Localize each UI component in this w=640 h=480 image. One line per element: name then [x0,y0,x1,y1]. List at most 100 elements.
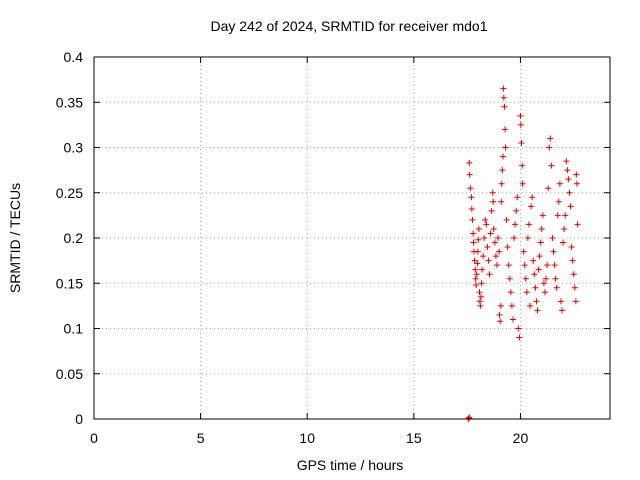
data-point [519,180,526,187]
data-point [560,239,567,246]
data-point [537,239,544,246]
data-point [519,162,526,169]
data-point [573,171,580,178]
data-point [491,239,498,246]
data-point [478,280,485,287]
data-point [546,144,553,151]
data-point [574,221,581,228]
data-point [532,284,539,291]
data-point [486,271,493,278]
data-point [520,248,527,255]
data-point [476,289,483,296]
data-point [572,298,579,305]
data-point [565,176,572,183]
data-point [512,221,519,228]
y-tick-label: 0.05 [56,366,83,382]
grid-lines [94,57,610,419]
data-point [502,144,509,151]
data-point [535,266,542,273]
data-point [573,180,580,187]
y-tick-label: 0.4 [64,49,84,65]
data-point [499,167,506,174]
data-point [554,212,561,219]
data-point [550,248,557,255]
data-point [531,271,538,278]
data-point [569,257,576,264]
data-point [503,216,510,223]
data-point [562,212,569,219]
data-point [559,307,566,314]
data-point [502,126,509,133]
y-axis-label: SRMTID / TECUs [7,183,23,293]
data-point [523,289,530,296]
data-point [496,248,503,255]
data-point [469,216,476,223]
data-point [530,257,537,264]
data-point [552,275,559,282]
y-tick-label: 0.15 [56,275,83,291]
data-point [538,225,545,232]
data-point [518,139,525,146]
y-tick-label: 0 [75,411,83,427]
data-point [500,85,507,92]
data-point [473,271,480,278]
data-point [484,244,491,251]
chart-title: Day 242 of 2024, SRMTID for receiver mdo… [210,18,487,34]
data-point [479,266,486,273]
data-point [472,266,479,273]
data-point [493,262,500,269]
data-point [540,280,547,287]
data-point [467,185,474,192]
x-tick-label: 15 [406,430,422,446]
data-point [489,189,496,196]
data-point [470,230,477,237]
x-axis-ticks: 0 5 10 15 20 [90,57,528,446]
y-tick-label: 0.35 [56,94,83,110]
data-point [544,262,551,269]
y-tick-label: 0.3 [64,140,84,156]
data-point [488,207,495,214]
data-point [539,212,546,219]
data-point [514,194,521,201]
data-point [498,180,505,187]
data-point [517,121,524,128]
data-point [472,275,479,282]
data-point [534,307,541,314]
x-axis-label: GPS time / hours [297,457,404,473]
data-point [567,203,574,210]
data-point [504,244,511,251]
data-point [533,298,540,305]
y-tick-label: 0.2 [64,230,84,246]
data-point [499,153,506,160]
data-point [506,275,513,282]
data-point [561,225,568,232]
data-point [563,158,570,165]
plot-frame [93,56,611,420]
data-point [477,302,484,309]
data-point [470,239,477,246]
data-point [549,235,556,241]
data-point [521,262,528,269]
data-point [482,216,489,223]
data-point [511,235,518,241]
data-point [571,284,578,291]
data-point [481,235,488,241]
data-point [525,221,532,228]
data-point [545,185,552,192]
data-point [516,334,523,341]
data-point [480,253,487,260]
data-point [564,167,571,174]
data-point [527,302,534,309]
x-tick-label: 10 [299,430,315,446]
data-point [541,289,548,296]
data-point [548,162,555,169]
data-point [507,289,514,296]
x-tick-label: 5 [197,430,205,446]
data-point [547,135,554,142]
data-point [483,221,490,228]
data-point [466,171,473,178]
data-point [490,198,497,205]
data-point [501,103,508,110]
data-point [515,325,522,332]
